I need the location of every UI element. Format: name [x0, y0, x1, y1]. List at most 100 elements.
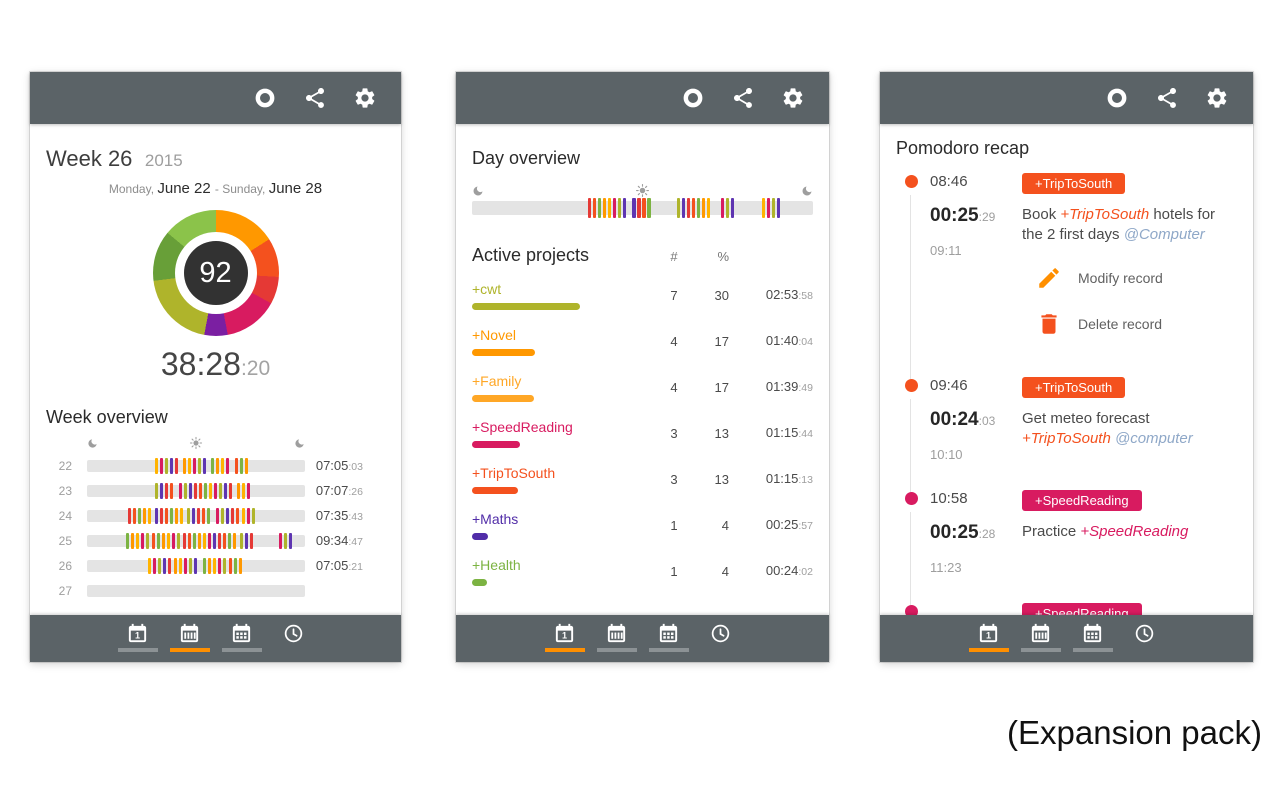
duration-main: 00:25 [930, 205, 979, 226]
tab-month-view[interactable] [647, 622, 691, 662]
session-bar [188, 482, 192, 499]
tab-history[interactable] [272, 622, 316, 662]
session-bar [602, 198, 607, 218]
session-bar [241, 507, 245, 524]
range-date-to: June 28 [268, 180, 323, 197]
day-sessions-track [87, 507, 305, 524]
day-total-time: 07:05:03 [315, 457, 363, 473]
record-icon[interactable] [253, 86, 277, 110]
project-count: 4 [670, 379, 678, 395]
project-name: +SpeedReading [472, 418, 573, 435]
project-progress-bar [472, 440, 580, 448]
week-day-row[interactable]: 26 07:05:21 [30, 553, 401, 578]
tab-day-view[interactable]: 1 [967, 622, 1011, 662]
tab-underline [596, 648, 637, 652]
tab-week-view[interactable] [1019, 622, 1063, 662]
project-percent: 17 [714, 379, 729, 395]
day-number: 25 [58, 533, 72, 548]
pomodoro-recap-title: Pomodoro recap [896, 138, 1030, 158]
share-icon[interactable] [731, 86, 755, 110]
session-bar [159, 507, 163, 524]
project-count: 1 [670, 517, 678, 533]
week-day-row[interactable]: 22 07:05:03 [30, 453, 401, 478]
session-bar [187, 507, 191, 524]
session-bar [174, 507, 178, 524]
session-bar [168, 557, 172, 574]
session-bar [216, 457, 220, 474]
session-bar [217, 557, 221, 574]
duration: 00:25:28 [930, 522, 1014, 545]
tab-history[interactable] [1123, 622, 1167, 662]
project-row[interactable]: +cwt 7 30 02:53:58 [456, 272, 829, 318]
tab-history[interactable] [699, 622, 743, 662]
session-bar [164, 507, 168, 524]
bottom-nav: 1 [456, 615, 829, 662]
session-bar [229, 482, 233, 499]
project-progress-bar [472, 348, 580, 356]
tab-week-view[interactable] [595, 622, 639, 662]
share-icon[interactable] [1155, 86, 1179, 110]
week-day-row[interactable]: 24 07:35:43 [30, 503, 401, 528]
record-icon[interactable] [681, 86, 705, 110]
session-bar [246, 507, 250, 524]
record-body: +SpeedReading [1014, 603, 1241, 615]
day-calendar-icon: 1 [126, 622, 149, 645]
tab-week-view[interactable] [168, 622, 212, 662]
settings-icon[interactable] [1205, 86, 1229, 110]
session-bar [223, 532, 227, 549]
range-day-from: Monday, [108, 182, 158, 196]
project-row[interactable]: +Health 1 4 00:24:02 [456, 548, 829, 594]
session-bar [169, 457, 173, 474]
delete-record-button[interactable]: Delete record [1022, 311, 1241, 337]
settings-icon[interactable] [353, 86, 377, 110]
project-tag-badge[interactable]: +SpeedReading [1022, 490, 1142, 512]
record-icon[interactable] [1105, 86, 1129, 110]
project-tag-badge[interactable]: +SpeedReading [1022, 603, 1142, 615]
tab-month-view[interactable] [1071, 622, 1115, 662]
project-row[interactable]: +Maths 1 4 00:25:57 [456, 502, 829, 548]
project-row[interactable]: +Family 4 17 01:39:49 [456, 364, 829, 410]
project-progress-bar [472, 486, 580, 494]
week-day-row[interactable]: 25 09:34:47 [30, 528, 401, 553]
session-bar [131, 532, 135, 549]
modify-record-button[interactable]: Modify record [1022, 265, 1241, 291]
trash-icon [1036, 311, 1062, 337]
share-icon[interactable] [303, 86, 327, 110]
duration-main: 00:24 [930, 409, 979, 431]
tab-month-view[interactable] [220, 622, 264, 662]
project-row[interactable]: +TripToSouth 3 13 01:15:13 [456, 456, 829, 502]
toolbar [880, 72, 1253, 124]
duration-seconds: :28 [978, 527, 996, 542]
session-bar [157, 532, 161, 549]
project-progress-bar [472, 578, 580, 586]
session-bar [211, 457, 215, 474]
records-list: 08:46 00:25:29 09:11 +TripToSouth Book +… [880, 173, 1253, 615]
session-bar [607, 198, 612, 218]
session-bar [766, 198, 771, 218]
day-timeline-icons [472, 183, 813, 198]
project-tag-badge[interactable]: +TripToSouth [1022, 173, 1126, 194]
tab-underline [169, 648, 210, 652]
week-day-row[interactable]: 27 [30, 578, 401, 603]
project-percent: 30 [714, 287, 729, 303]
duration-seconds: :29 [978, 210, 996, 224]
bottom-nav: 1 [880, 615, 1253, 662]
session-bar [207, 507, 211, 524]
project-row[interactable]: +Novel 4 17 01:40:04 [456, 318, 829, 364]
project-tag-badge[interactable]: +TripToSouth [1022, 377, 1126, 399]
context-tag-text: @Computer [1123, 226, 1205, 244]
record-dot [904, 605, 918, 615]
day-sessions-track [87, 584, 305, 597]
project-percent: 13 [714, 471, 729, 487]
session-bar [228, 557, 232, 574]
session-bar [192, 507, 196, 524]
settings-icon[interactable] [781, 86, 805, 110]
week-day-row[interactable]: 23 07:07:26 [30, 478, 401, 503]
record-description: Practice +SpeedReading [1022, 523, 1189, 541]
project-row[interactable]: +SpeedReading 3 13 01:15:44 [456, 410, 829, 456]
start-time: 08:46 [930, 173, 968, 190]
tab-day-view[interactable]: 1 [543, 622, 587, 662]
session-bar [192, 532, 196, 549]
session-bar [730, 198, 735, 218]
tab-day-view[interactable]: 1 [116, 622, 160, 662]
